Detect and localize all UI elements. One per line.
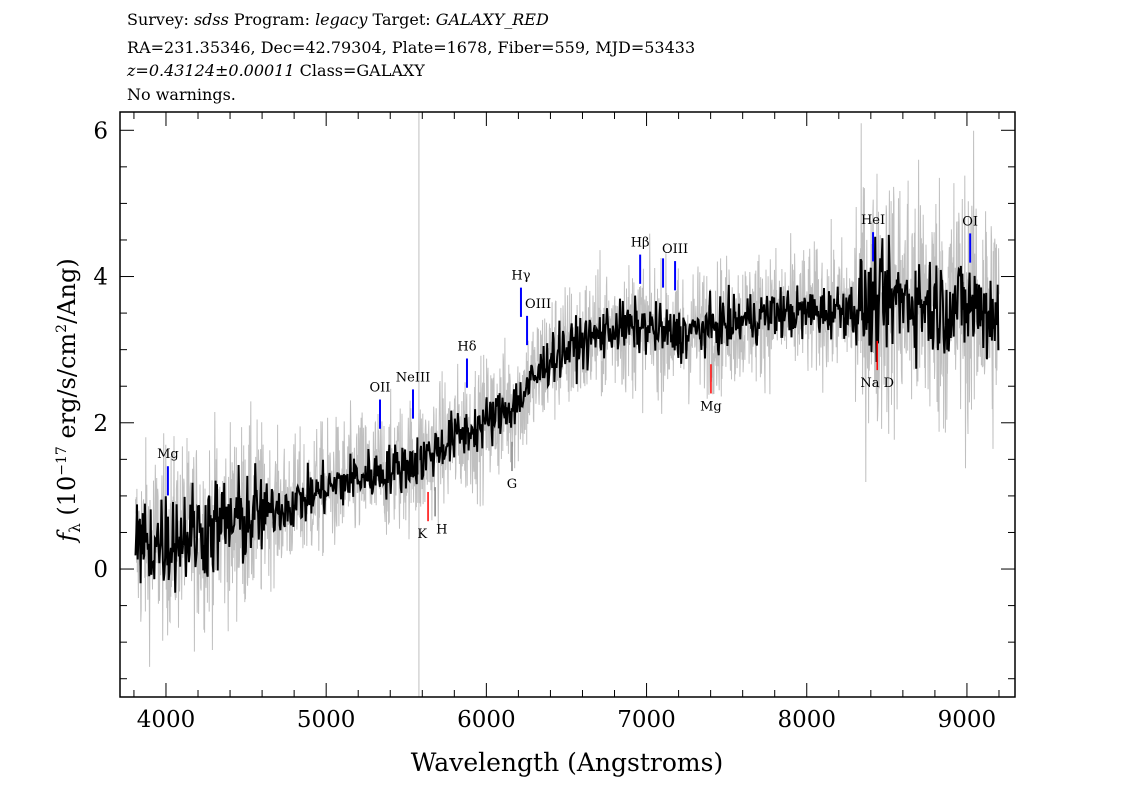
- warnings: No warnings.: [127, 85, 236, 104]
- redshift: z=0.43124±0.00011: [127, 61, 295, 80]
- x-tick-label: 9000: [938, 707, 997, 733]
- y-tick-label: 0: [93, 557, 108, 583]
- x-tick-label: 6000: [457, 707, 516, 733]
- emission-label: NeIII: [396, 370, 430, 385]
- x-tick-label: 5000: [297, 707, 356, 733]
- emission-label: OI: [962, 214, 978, 229]
- x-tick-label: 7000: [617, 707, 676, 733]
- absorption-label: Mg: [700, 399, 722, 414]
- y-tick-label: 2: [93, 411, 108, 437]
- header-line-1: Survey: sdss Program: legacy Target: GAL…: [127, 10, 549, 29]
- emission-label: HeI: [861, 213, 885, 228]
- survey-label: Survey:: [127, 10, 189, 29]
- header-line-2: RA=231.35346, Dec=42.79304, Plate=1678, …: [127, 38, 696, 57]
- x-axis-label: Wavelength (Angstroms): [411, 748, 723, 777]
- emission-label: Hδ: [457, 340, 476, 355]
- line-markers: Mg OII NeIII Hδ Hγ OIII Hβ OIII HeI OI K H G Mg Na D: [157, 112, 978, 697]
- emission-label: OIII: [662, 242, 688, 257]
- x-tick-label: 8000: [777, 707, 836, 733]
- survey-value: sdss: [193, 10, 229, 29]
- plot-frame: [119, 111, 1016, 698]
- emission-label: OIII: [525, 297, 551, 312]
- program-value: legacy: [315, 10, 368, 29]
- smoothed-flux-line: [134, 234, 1000, 593]
- axes: 4000 5000 6000 7000 8000 9000 0 2 4 6: [93, 112, 1015, 733]
- raw-flux-series: [135, 123, 1000, 667]
- target-label: Target:: [372, 10, 431, 29]
- emission-label: OII: [370, 381, 391, 396]
- y-tick-label: 6: [93, 118, 108, 144]
- y-tick-label: 4: [93, 265, 108, 291]
- y-axis-label: fλ (10−17 erg/s/cm2/Ang): [53, 258, 84, 543]
- absorption-label: G: [507, 477, 517, 492]
- class: Class=GALAXY: [299, 61, 425, 80]
- target-value: GALAXY_RED: [435, 10, 549, 29]
- header-line-3: z=0.43124±0.00011 Class=GALAXY: [127, 61, 425, 80]
- emission-label: Hγ: [511, 269, 530, 284]
- absorption-label: Na D: [860, 376, 894, 391]
- emission-label: Mg: [157, 447, 179, 462]
- raw-flux-line: [135, 123, 1000, 667]
- smoothed-flux-series: [134, 234, 1000, 593]
- x-tick-label: 4000: [137, 707, 196, 733]
- absorption-label: H: [436, 522, 447, 537]
- program-label: Program:: [233, 10, 310, 29]
- absorption-label: K: [417, 527, 427, 542]
- emission-label: Hβ: [631, 236, 650, 251]
